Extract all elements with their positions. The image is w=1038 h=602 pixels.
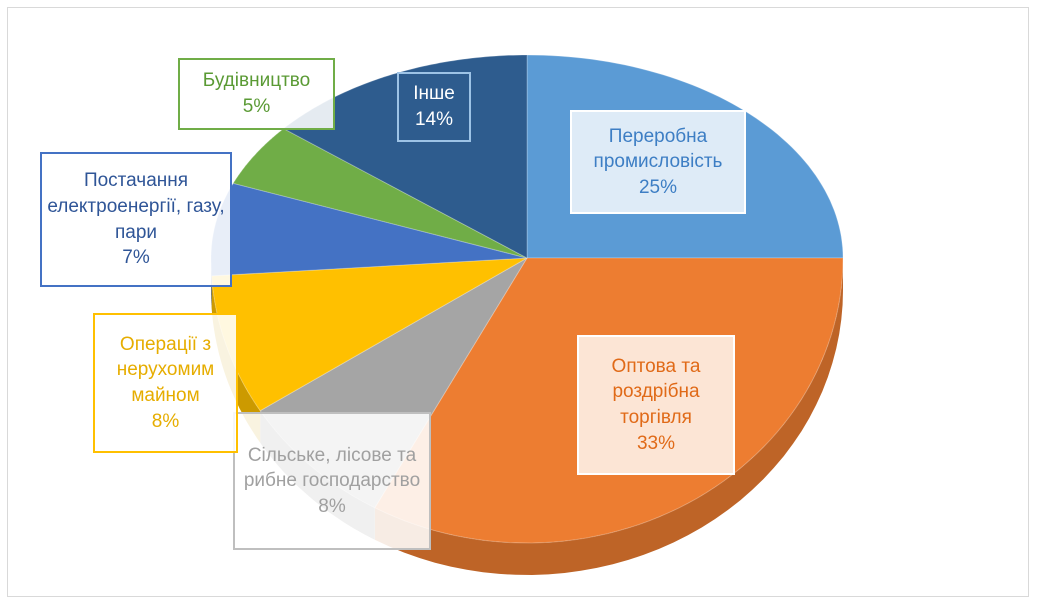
- data-label: Операції з нерухомим майном 8%: [93, 313, 238, 453]
- category-label: Сільське, лісове та рибне господарство: [243, 444, 421, 492]
- chart-frame: [7, 7, 1029, 597]
- data-label: Постачання електроенергії, газу, пари 7%: [40, 152, 232, 287]
- category-label: Будівництво: [202, 70, 311, 92]
- slice: [232, 128, 528, 259]
- value-label: 7%: [122, 247, 150, 269]
- category-label: Оптова та роздрібна торгівля: [611, 355, 701, 428]
- category-label: Операції з нерухомим майном: [116, 333, 215, 406]
- category-label: Інше: [413, 83, 455, 105]
- slice-side: [211, 275, 261, 443]
- value-label: 25%: [638, 176, 678, 198]
- value-label: 5%: [242, 96, 271, 117]
- category-label: Постачання електроенергії, газу, пари: [47, 170, 225, 243]
- value-label: 8%: [318, 495, 346, 517]
- data-label: Оптова та роздрібна торгівля 33%: [577, 335, 735, 475]
- data-label: Переробна промисловість 25%: [570, 110, 746, 214]
- value-label: 14%: [414, 109, 454, 130]
- value-label: 33%: [636, 432, 676, 454]
- value-label: 8%: [151, 410, 180, 432]
- category-label: Переробна промисловість: [593, 125, 723, 173]
- data-label: Будівництво 5%: [178, 58, 335, 130]
- data-label: Сільське, лісове та рибне господарство 8%: [233, 412, 431, 550]
- data-label: Інше 14%: [397, 72, 471, 142]
- slice-side: [374, 258, 843, 575]
